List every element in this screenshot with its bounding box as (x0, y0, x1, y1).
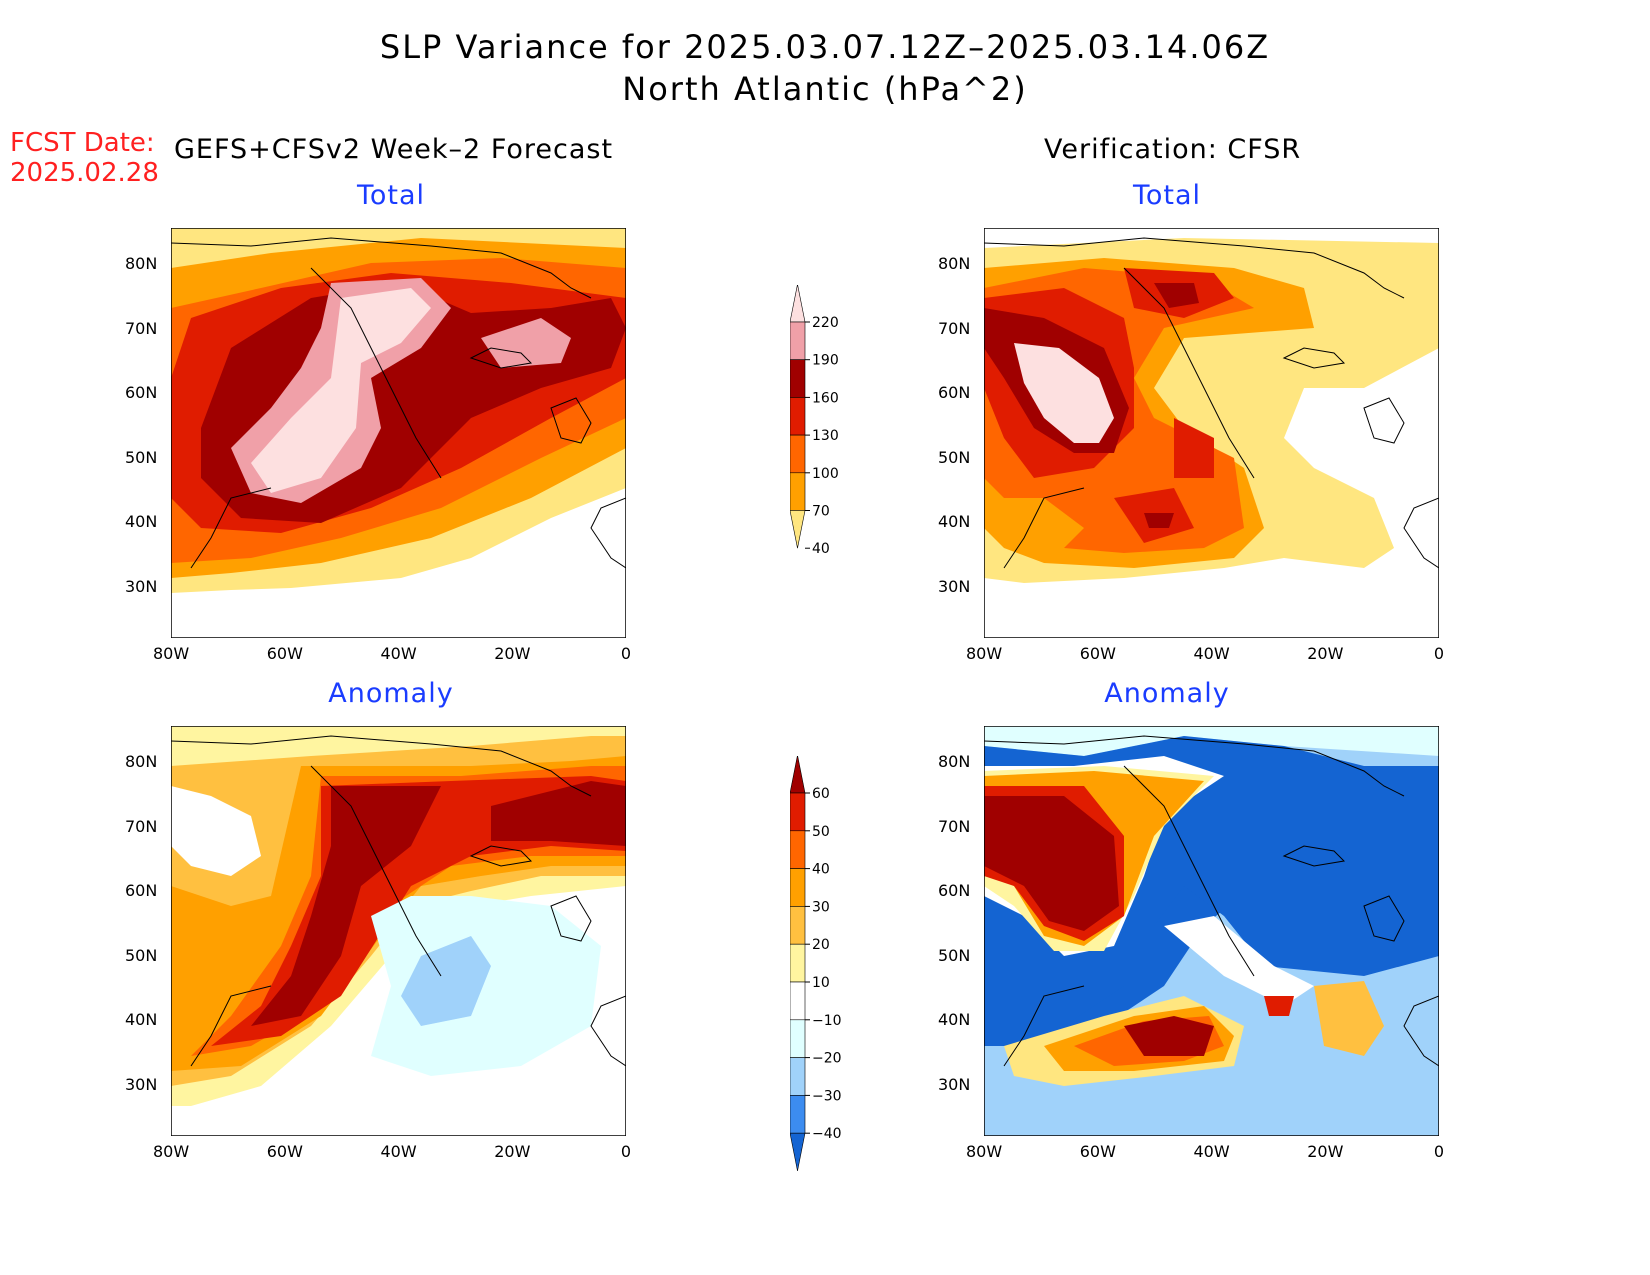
lat-tick-label: 50N (125, 447, 158, 467)
lon-tick-label: 80W (153, 644, 190, 663)
subtitle-verification-total: Total (1132, 180, 1202, 211)
lat-tick-label: 50N (938, 447, 971, 467)
lon-tick-label: 40W (380, 644, 417, 663)
lon-tick-label: 60W (266, 644, 303, 663)
colorbar-swatch (789, 321, 806, 361)
lat-tick-label: 70N (125, 318, 158, 338)
colorbar-swatch (789, 472, 806, 511)
colorbar-level-label: 20 (812, 937, 830, 953)
colorbar-swatch (789, 510, 806, 549)
lon-tick-label: 20W (494, 1142, 531, 1161)
colorbar-level-label: 130 (812, 428, 839, 444)
colorbar-level-label: −30 (812, 1088, 842, 1104)
lat-tick-label: 80N (125, 752, 158, 771)
subtitle-forecast-total: Total (356, 180, 426, 211)
lat-tick-label: 80N (125, 254, 158, 273)
lat-tick-label: 30N (125, 1074, 158, 1094)
lat-tick-label: 70N (938, 816, 971, 836)
colorbar-swatch (789, 1132, 806, 1172)
lon-tick-label: 60W (1079, 1142, 1116, 1161)
colorbar-swatch (789, 755, 806, 794)
colorbar-swatch (789, 1095, 806, 1134)
colorbar-swatch (789, 1019, 806, 1058)
map-verification-total (984, 228, 1439, 638)
lon-tick-label: 40W (1193, 1142, 1230, 1161)
map-forecast-anomaly (171, 726, 626, 1136)
colorbar-level-label: 70 (812, 504, 830, 520)
main-title-line1: SLP Variance for 2025.03.07.12Z–2025.03.… (379, 28, 1271, 66)
lat-tick-label: 30N (938, 576, 971, 596)
lat-tick-label: 40N (938, 1010, 971, 1029)
lat-tick-label: 50N (125, 945, 158, 965)
lon-tick-label: 0 (620, 1142, 632, 1161)
subtitle-forecast-anomaly: Anomaly (328, 678, 454, 709)
lon-tick-label: 40W (1193, 644, 1230, 663)
colorbar-swatch (789, 792, 806, 832)
colorbar-swatch (789, 1057, 806, 1096)
lat-tick-label: 30N (125, 576, 158, 596)
lon-tick-label: 0 (1433, 1142, 1445, 1161)
colorbar-swatch (789, 359, 806, 398)
lat-tick-label: 60N (938, 881, 971, 900)
colorbar-swatch (789, 284, 806, 323)
lon-tick-label: 0 (1433, 644, 1445, 663)
lat-tick-label: 50N (938, 945, 971, 965)
lat-tick-label: 60N (938, 383, 971, 402)
fcst-date-value: 2025.02.28 (10, 158, 159, 188)
lon-tick-label: 40W (380, 1142, 417, 1161)
lat-tick-label: 40N (125, 1010, 158, 1029)
colorbar-level-label: −10 (812, 1013, 842, 1029)
lon-tick-label: 20W (1307, 1142, 1344, 1161)
colorbar-swatch (789, 830, 806, 869)
column-header-verification: Verification: CFSR (1044, 134, 1302, 165)
colorbar-level-label: 30 (812, 899, 830, 915)
lon-tick-label: 60W (266, 1142, 303, 1161)
fcst-date-label: FCST Date: (10, 128, 155, 158)
colorbar-level-label: 160 (812, 390, 839, 406)
colorbar-level-label: 220 (812, 315, 839, 331)
map-forecast-total (171, 228, 626, 638)
colorbar-anomaly: 60 50 40 30 20 10 −10 −20 −30 −40 (789, 755, 870, 1206)
column-header-forecast: GEFS+CFSv2 Week–2 Forecast (174, 134, 614, 165)
lat-tick-label: 70N (938, 318, 971, 338)
lat-tick-label: 70N (125, 816, 158, 836)
colorbar-swatch (789, 397, 806, 436)
colorbar-level-label: 40 (812, 541, 830, 557)
lon-tick-label: 80W (153, 1142, 190, 1161)
colorbar-swatch (789, 981, 806, 1021)
colorbar-swatch (789, 943, 806, 983)
colorbar-level-label: −40 (812, 1126, 842, 1142)
main-title-line2: North Atlantic (hPa^2) (622, 70, 1028, 108)
lat-tick-label: 40N (125, 512, 158, 531)
lat-tick-label: 30N (938, 1074, 971, 1094)
colorbar-level-label: 10 (812, 975, 830, 991)
colorbar-total: 220 190 160 130 100 70 40 (789, 284, 870, 610)
lon-tick-label: 20W (494, 644, 531, 663)
colorbar-swatch (789, 868, 806, 907)
lat-tick-label: 60N (125, 383, 158, 402)
lat-tick-label: 80N (938, 752, 971, 771)
subtitle-verification-anomaly: Anomaly (1104, 678, 1230, 709)
colorbar-level-label: 60 (812, 786, 830, 802)
lat-tick-label: 80N (938, 254, 971, 273)
colorbar-level-label: −20 (812, 1051, 842, 1067)
colorbar-swatch (789, 434, 806, 474)
lat-tick-label: 40N (938, 512, 971, 531)
lon-tick-label: 20W (1307, 644, 1344, 663)
lon-tick-label: 80W (966, 1142, 1003, 1161)
colorbar-level-label: 100 (812, 466, 839, 482)
colorbar-swatch (789, 906, 806, 945)
lon-tick-label: 0 (620, 644, 632, 663)
colorbar-level-label: 50 (812, 824, 830, 840)
colorbar-level-label: 40 (812, 862, 830, 878)
lon-tick-label: 80W (966, 644, 1003, 663)
lon-tick-label: 60W (1079, 644, 1116, 663)
colorbar-level-label: 190 (812, 353, 839, 369)
lat-tick-label: 60N (125, 881, 158, 900)
map-verification-anomaly (984, 726, 1439, 1136)
